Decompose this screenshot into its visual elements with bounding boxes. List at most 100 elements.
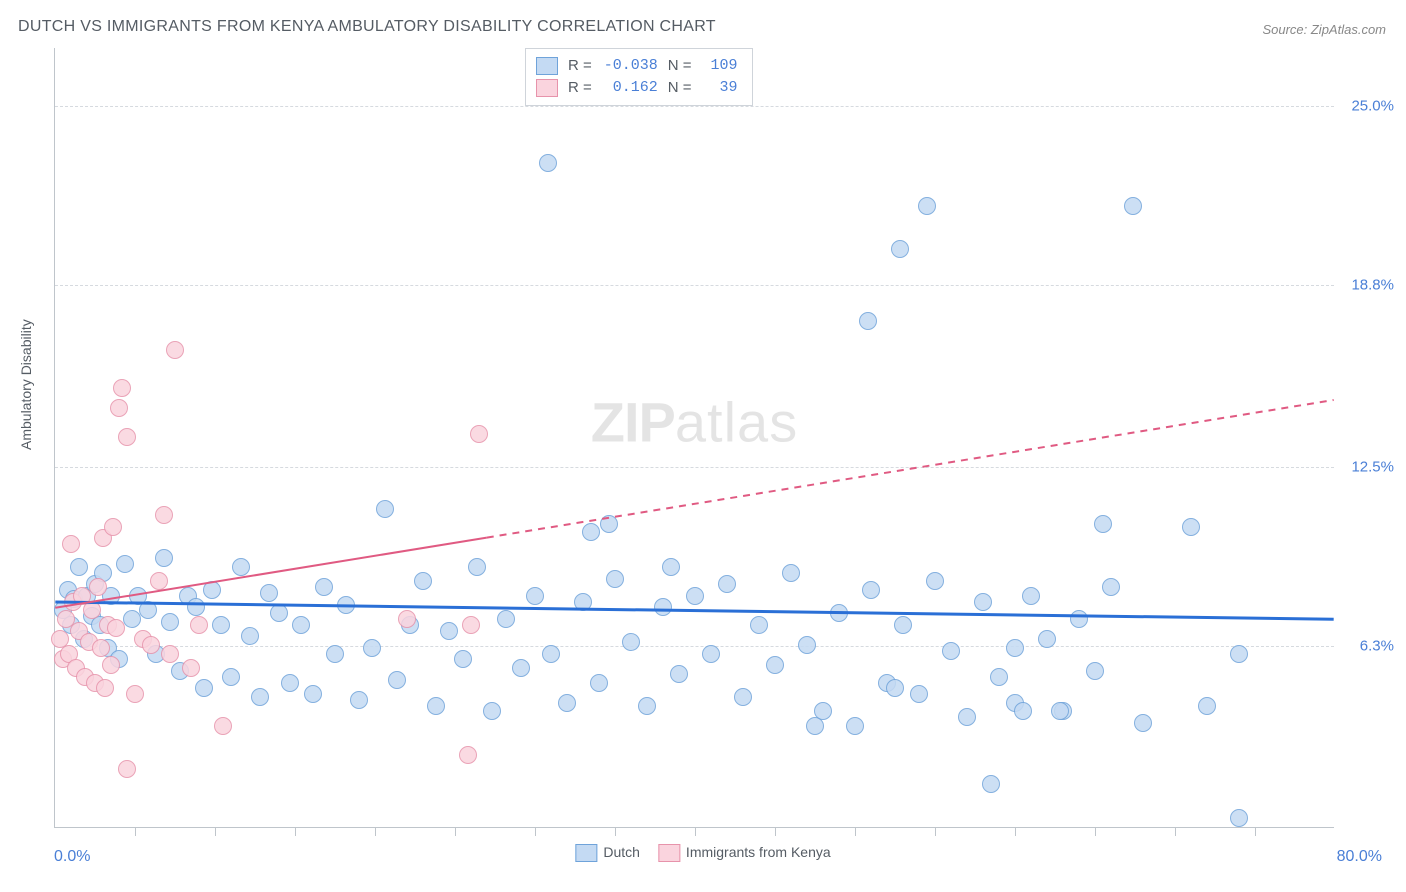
x-tick <box>535 827 536 836</box>
data-point <box>96 679 114 697</box>
data-point <box>1094 515 1112 533</box>
stats-swatch-kenya <box>536 79 558 97</box>
data-point <box>104 518 122 536</box>
data-point <box>1230 809 1248 827</box>
data-point <box>782 564 800 582</box>
data-point <box>574 593 592 611</box>
data-point <box>270 604 288 622</box>
n-label: N = <box>668 55 692 77</box>
data-point <box>110 399 128 417</box>
data-point <box>512 659 530 677</box>
data-point <box>427 697 445 715</box>
data-point <box>195 679 213 697</box>
gridline <box>55 467 1334 468</box>
x-tick <box>375 827 376 836</box>
data-point <box>241 627 259 645</box>
data-point <box>1070 610 1088 628</box>
data-point <box>958 708 976 726</box>
x-tick <box>615 827 616 836</box>
data-point <box>92 639 110 657</box>
data-point <box>161 645 179 663</box>
data-point <box>281 674 299 692</box>
watermark: ZIPatlas <box>591 389 798 454</box>
data-point <box>558 694 576 712</box>
data-point <box>150 572 168 590</box>
x-tick <box>935 827 936 836</box>
data-point <box>718 575 736 593</box>
x-axis-max-label: 80.0% <box>1337 848 1382 866</box>
data-point <box>304 685 322 703</box>
legend-label-dutch: Dutch <box>603 844 640 860</box>
data-point <box>260 584 278 602</box>
data-point <box>187 598 205 616</box>
data-point <box>440 622 458 640</box>
data-point <box>483 702 501 720</box>
data-point <box>654 598 672 616</box>
data-point <box>798 636 816 654</box>
data-point <box>990 668 1008 686</box>
data-point <box>942 642 960 660</box>
scatter-plot-area: ZIPatlas R = -0.038 N = 109 R = 0.162 N … <box>54 48 1334 828</box>
data-point <box>582 523 600 541</box>
data-point <box>638 697 656 715</box>
trend-lines-layer <box>55 48 1334 827</box>
legend: Dutch Immigrants from Kenya <box>575 844 830 862</box>
y-tick-label: 18.8% <box>1351 276 1394 293</box>
data-point <box>89 578 107 596</box>
data-point <box>107 619 125 637</box>
data-point <box>766 656 784 674</box>
data-point <box>155 549 173 567</box>
data-point <box>102 656 120 674</box>
y-tick-label: 25.0% <box>1351 97 1394 114</box>
data-point <box>83 601 101 619</box>
data-point <box>116 555 134 573</box>
r-label: R = <box>568 55 592 77</box>
data-point <box>1230 645 1248 663</box>
correlation-stats-box: R = -0.038 N = 109 R = 0.162 N = 39 <box>525 48 753 106</box>
data-point <box>376 500 394 518</box>
data-point <box>859 312 877 330</box>
x-tick <box>295 827 296 836</box>
n-value-kenya: 39 <box>702 77 738 99</box>
data-point <box>750 616 768 634</box>
legend-label-kenya: Immigrants from Kenya <box>686 844 831 860</box>
y-axis-label: Ambulatory Disability <box>18 319 34 450</box>
data-point <box>600 515 618 533</box>
data-point <box>470 425 488 443</box>
data-point <box>126 685 144 703</box>
y-tick-label: 12.5% <box>1351 458 1394 475</box>
data-point <box>292 616 310 634</box>
data-point <box>1124 197 1142 215</box>
data-point <box>1102 578 1120 596</box>
gridline <box>55 646 1334 647</box>
data-point <box>622 633 640 651</box>
data-point <box>212 616 230 634</box>
data-point <box>398 610 416 628</box>
data-point <box>686 587 704 605</box>
data-point <box>142 636 160 654</box>
legend-item-dutch: Dutch <box>575 844 640 862</box>
data-point <box>910 685 928 703</box>
x-tick <box>855 827 856 836</box>
data-point <box>606 570 624 588</box>
data-point <box>155 506 173 524</box>
x-tick <box>1255 827 1256 836</box>
data-point <box>1022 587 1040 605</box>
data-point <box>1198 697 1216 715</box>
data-point <box>414 572 432 590</box>
data-point <box>118 760 136 778</box>
data-point <box>891 240 909 258</box>
data-point <box>232 558 250 576</box>
data-point <box>118 428 136 446</box>
data-point <box>542 645 560 663</box>
data-point <box>113 379 131 397</box>
data-point <box>388 671 406 689</box>
data-point <box>539 154 557 172</box>
data-point <box>894 616 912 634</box>
legend-item-kenya: Immigrants from Kenya <box>658 844 831 862</box>
data-point <box>203 581 221 599</box>
r-value-kenya: 0.162 <box>602 77 658 99</box>
stats-swatch-dutch <box>536 57 558 75</box>
r-value-dutch: -0.038 <box>602 55 658 77</box>
data-point <box>182 659 200 677</box>
